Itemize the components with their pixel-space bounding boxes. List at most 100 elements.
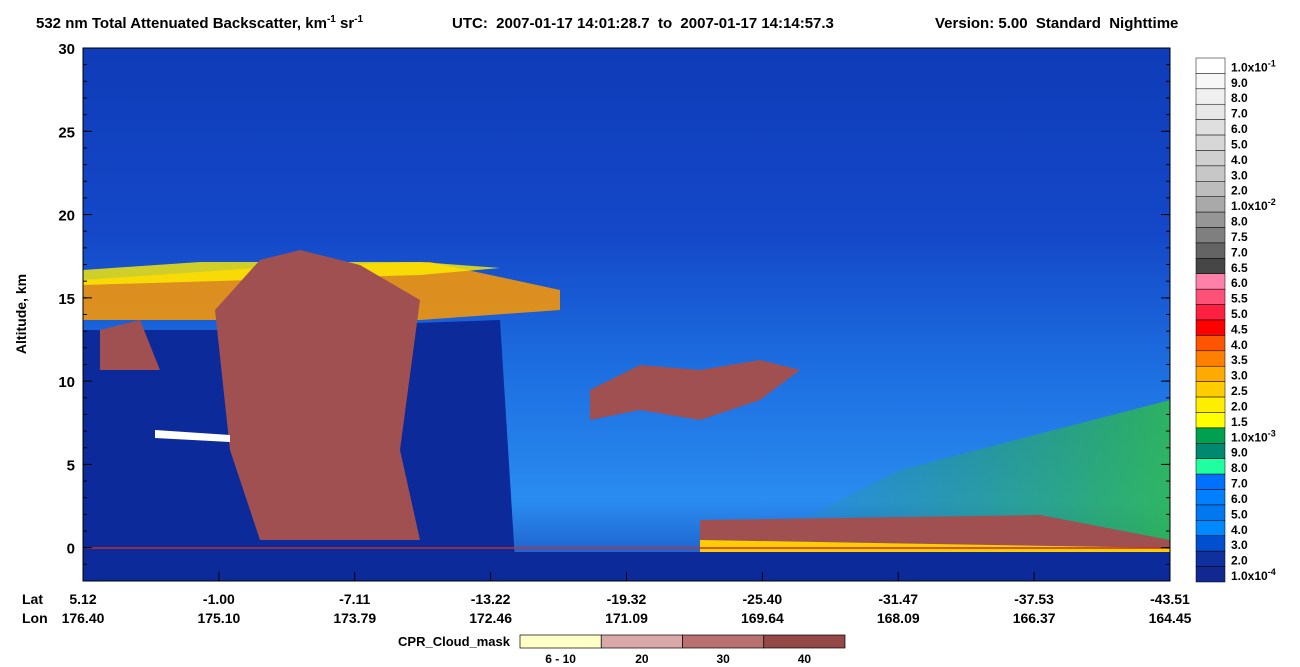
lon-tick-label: 166.37 — [1013, 610, 1056, 626]
lon-tick-label: 164.45 — [1149, 610, 1192, 626]
colorbar-label-text: 2.0 — [1231, 554, 1248, 568]
colorbar-label: 7.0 — [1231, 245, 1248, 259]
colorbar-label-text: 1.0x10 — [1231, 199, 1268, 213]
colorbar-label: 1.0x10-1 — [1231, 58, 1276, 74]
colorbar-label: 7.5 — [1231, 230, 1248, 244]
colorbar-label: 6.0 — [1231, 276, 1248, 290]
cpr-legend-title: CPR_Cloud_mask — [398, 634, 511, 649]
lon-label: Lon — [22, 610, 48, 626]
cpr-legend-label: 6 - 10 — [545, 652, 576, 666]
colorbar-label: 1.5 — [1231, 415, 1248, 429]
chart-title: 532 nm Total Attenuated Backscatter, km-… — [36, 14, 364, 32]
colorbar-swatch — [1195, 550, 1226, 567]
lat-tick-label: -19.32 — [607, 591, 647, 607]
colorbar-label-text: 8.0 — [1231, 461, 1248, 475]
colorbar-swatch — [1195, 350, 1226, 367]
colorbar-label: 4.0 — [1231, 153, 1248, 167]
colorbar-label-text: 1.0x10 — [1231, 60, 1268, 74]
colorbar-label-text: 4.0 — [1231, 523, 1248, 537]
lat-tick-label: 5.12 — [69, 591, 96, 607]
colorbar-swatch — [1195, 242, 1226, 259]
colorbar-label-text: 4.0 — [1231, 153, 1248, 167]
colorbar-swatch — [1195, 165, 1226, 182]
curtain-image — [83, 48, 1170, 581]
colorbar-label: 3.0 — [1231, 538, 1248, 552]
colorbar-label-text: 5.5 — [1231, 292, 1248, 306]
lon-tick-label: 175.10 — [197, 610, 240, 626]
colorbar-swatch — [1195, 458, 1226, 475]
colorbar-label-text: 5.0 — [1231, 137, 1248, 151]
colorbar-swatch — [1195, 335, 1226, 352]
colorbar-swatch — [1195, 196, 1226, 213]
colorbar-swatch — [1195, 504, 1226, 521]
lon-tick-label: 168.09 — [877, 610, 920, 626]
lat-tick-label: -43.51 — [1150, 591, 1190, 607]
lon-tick-label: 169.64 — [741, 610, 784, 626]
colorbar-swatch — [1195, 566, 1226, 583]
lon-tick-label: 172.46 — [469, 610, 512, 626]
cpr-legend-label: 30 — [716, 652, 730, 666]
y-tick-label: 30 — [58, 41, 75, 58]
colorbar-label-exp: -4 — [1268, 567, 1276, 577]
title-exp: -1 — [327, 14, 336, 25]
lat-tick-label: -7.11 — [339, 591, 370, 607]
colorbar-label-text: 3.0 — [1231, 168, 1248, 182]
lon-tick-label: 173.79 — [333, 610, 376, 626]
lat-tick-label: -37.53 — [1014, 591, 1054, 607]
y-tick-label: 0 — [67, 541, 75, 558]
colorbar-label-text: 3.0 — [1231, 369, 1248, 383]
colorbar-label-text: 1.0x10 — [1231, 430, 1268, 444]
colorbar-label-text: 9.0 — [1231, 446, 1248, 460]
colorbar-swatch — [1195, 88, 1226, 105]
colorbar-label: 1.0x10-2 — [1231, 197, 1276, 213]
colorbar-label-text: 7.0 — [1231, 245, 1248, 259]
colorbar-label: 6.0 — [1231, 122, 1248, 136]
version: Version: 5.00 Standard Nighttime — [935, 15, 1178, 32]
title-unit: sr — [336, 15, 355, 32]
colorbar-label-text: 6.0 — [1231, 122, 1248, 136]
colorbar-label: 4.5 — [1231, 322, 1248, 336]
colorbar-label: 5.5 — [1231, 292, 1248, 306]
colorbar-swatch — [1195, 258, 1226, 275]
colorbar-label-text: 1.0x10 — [1231, 569, 1268, 583]
colorbar-label-text: 8.0 — [1231, 215, 1248, 229]
colorbar-label: 9.0 — [1231, 446, 1248, 460]
colorbar-label-text: 4.0 — [1231, 338, 1248, 352]
colorbar-swatch — [1195, 396, 1226, 413]
y-tick-label: 5 — [67, 457, 75, 474]
colorbar-swatch — [1195, 150, 1226, 167]
cpr-legend-swatch — [600, 634, 683, 649]
colorbar-label-text: 5.0 — [1231, 307, 1248, 321]
lat-tick-label: -31.47 — [878, 591, 918, 607]
colorbar-label-text: 7.0 — [1231, 477, 1248, 491]
colorbar-swatch — [1195, 520, 1226, 537]
colorbar-label: 9.0 — [1231, 76, 1248, 90]
y-axis-label: Altitude, km — [13, 274, 29, 354]
colorbar-swatch — [1195, 473, 1226, 490]
colorbar-label-text: 2.0 — [1231, 399, 1248, 413]
lat-tick-label: -13.22 — [471, 591, 511, 607]
colorbar-swatch — [1195, 73, 1226, 90]
colorbar-label-text: 6.0 — [1231, 276, 1248, 290]
colorbar-label-text: 5.0 — [1231, 507, 1248, 521]
colorbar-label-text: 2.5 — [1231, 384, 1248, 398]
colorbar-label-text: 3.0 — [1231, 538, 1248, 552]
colorbar-label-text: 3.5 — [1231, 353, 1248, 367]
time-range: UTC: 2007-01-17 14:01:28.7 to 2007-01-17… — [452, 15, 834, 32]
colorbar-label: 3.5 — [1231, 353, 1248, 367]
colorbar-label-text: 2.0 — [1231, 184, 1248, 198]
lat-tick-label: -1.00 — [203, 591, 235, 607]
lon-tick-label: 176.40 — [62, 610, 105, 626]
colorbar-swatch — [1195, 211, 1226, 228]
colorbar-label: 7.0 — [1231, 477, 1248, 491]
colorbar-label: 1.0x10-4 — [1231, 567, 1276, 583]
colorbar-swatch — [1195, 119, 1226, 136]
colorbar-swatch — [1195, 103, 1226, 120]
cpr-legend-label: 20 — [635, 652, 649, 666]
colorbar-label-text: 7.0 — [1231, 107, 1248, 121]
colorbar-label: 4.0 — [1231, 338, 1248, 352]
colorbar-label-text: 4.5 — [1231, 322, 1248, 336]
colorbar-swatch — [1195, 134, 1226, 151]
colorbar-swatch — [1195, 381, 1226, 398]
colorbar-swatch — [1195, 273, 1226, 290]
